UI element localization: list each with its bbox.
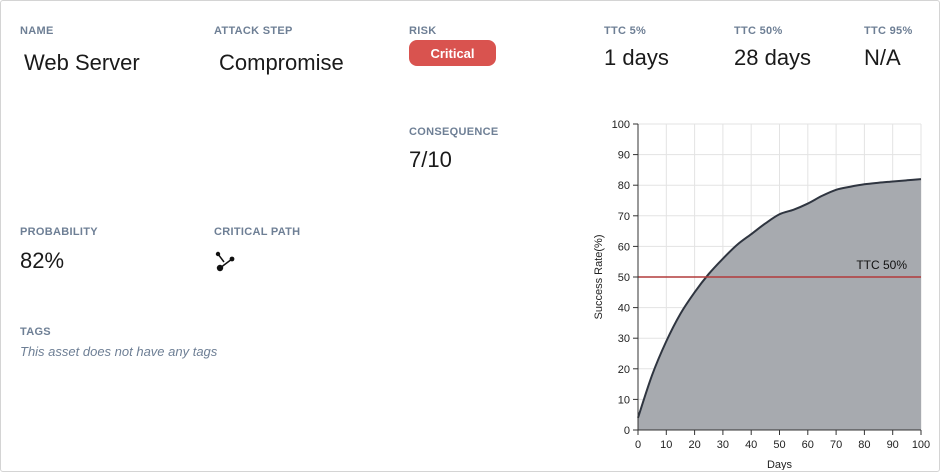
ttc95-label: TTC 95%	[864, 25, 913, 37]
tags-label: TAGS	[20, 326, 51, 338]
x-tick-label: 60	[802, 439, 814, 451]
y-tick-label: 90	[618, 150, 630, 162]
x-tick-label: 90	[887, 439, 899, 451]
ttc95-value: N/A	[864, 45, 901, 70]
ttc50-value: 28 days	[734, 45, 812, 70]
x-tick-label: 80	[858, 439, 870, 451]
success-rate-area	[638, 179, 921, 430]
y-tick-label: 40	[618, 303, 630, 315]
ttc5-label: TTC 5%	[604, 25, 647, 37]
y-tick-label: 50	[618, 272, 630, 284]
y-tick-label: 10	[618, 394, 630, 406]
risk-label: RISK	[409, 25, 437, 37]
tags-empty-message: This asset does not have any tags	[20, 344, 218, 359]
critical-path-label: CRITICAL PATH	[214, 226, 301, 238]
critical-path-graph-icon[interactable]	[212, 249, 238, 275]
x-tick-label: 20	[688, 439, 700, 451]
x-tick-label: 70	[830, 439, 842, 451]
consequence-value: 7/10	[409, 147, 452, 172]
y-tick-label: 80	[618, 180, 630, 192]
probability-label: PROBABILITY	[20, 226, 98, 238]
name-label: NAME	[20, 25, 54, 37]
x-axis-title: Days	[767, 459, 793, 470]
y-axis-title: Success Rate(%)	[593, 235, 605, 320]
ttc50-threshold-label: TTC 50%	[856, 258, 907, 272]
attack-step-label: ATTACK STEP	[214, 25, 293, 37]
y-tick-label: 0	[624, 425, 630, 437]
name-value: Web Server	[24, 50, 140, 75]
probability-value: 82%	[20, 248, 65, 273]
consequence-label: CONSEQUENCE	[409, 126, 499, 138]
ttc-success-rate-chart: TTC 50% 0 10 20 30 40 50 60 70 80 90 100 0 10 20 30 40 50…	[593, 119, 930, 470]
y-tick-label: 20	[618, 364, 630, 376]
attack-step-value: Compromise	[219, 50, 344, 75]
success-rate-curve	[637, 178, 922, 419]
x-tick-label: 0	[635, 439, 641, 451]
y-tick-label: 60	[618, 241, 630, 253]
y-tick-label: 30	[618, 333, 630, 345]
y-tick-label: 70	[618, 211, 630, 223]
ttc50-label: TTC 50%	[734, 25, 783, 37]
ttc5-value: 1 days	[604, 45, 669, 70]
x-tick-label: 40	[745, 439, 757, 451]
y-tick-label: 100	[612, 119, 630, 131]
risk-badge: Critical	[409, 40, 496, 66]
x-tick-label: 100	[912, 439, 930, 451]
x-tick-label: 10	[660, 439, 672, 451]
x-tick-label: 50	[773, 439, 785, 451]
x-tick-label: 30	[717, 439, 729, 451]
